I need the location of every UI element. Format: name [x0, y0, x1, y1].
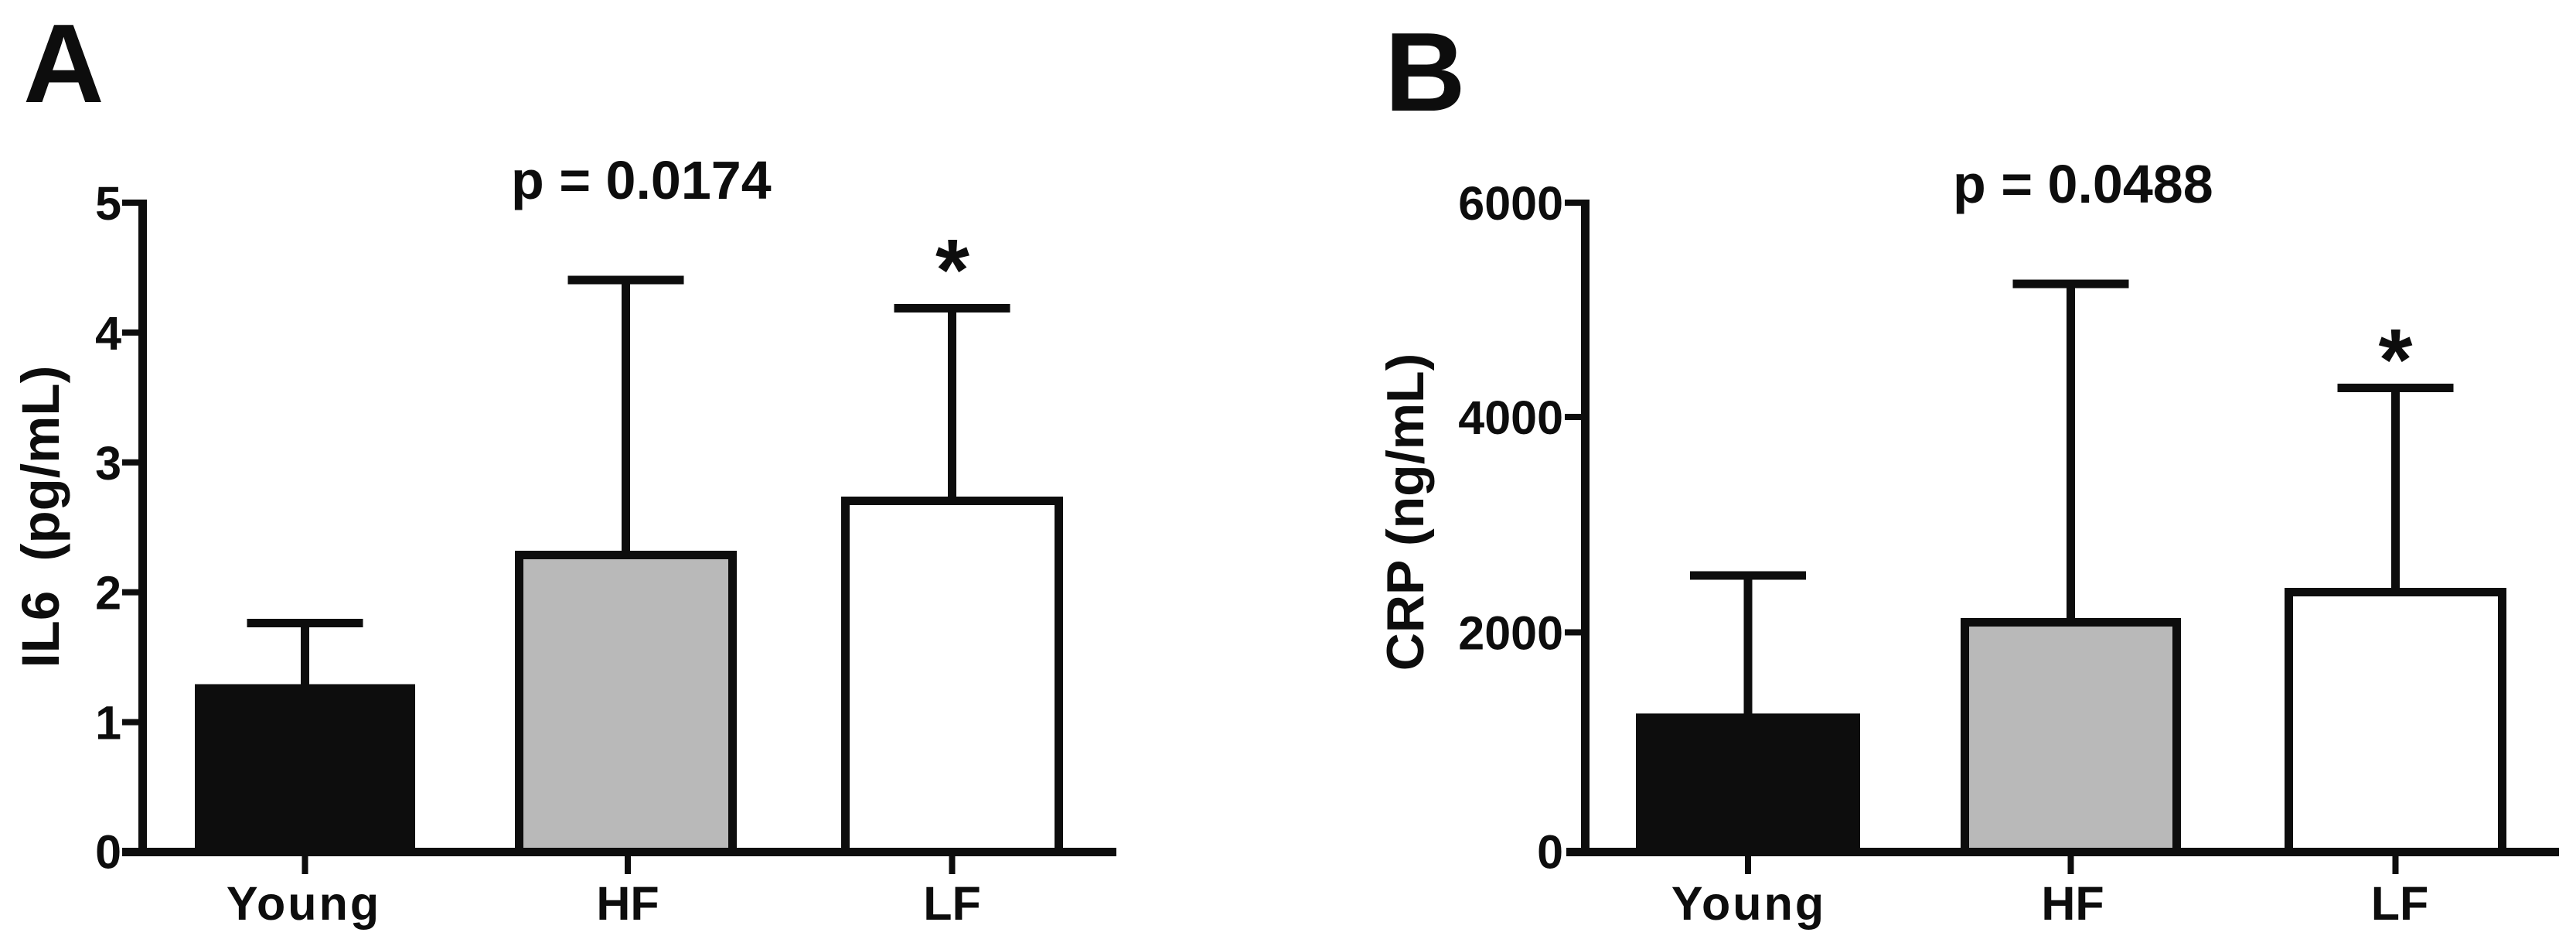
svg-text:4: 4: [95, 307, 121, 360]
svg-text:LF: LF: [2371, 877, 2429, 930]
svg-text:Young: Young: [227, 877, 381, 930]
svg-text:1: 1: [95, 697, 121, 750]
svg-text:0: 0: [95, 826, 121, 879]
svg-text:HF: HF: [596, 877, 659, 930]
svg-text:6000: 6000: [1458, 177, 1563, 230]
svg-text:2000: 2000: [1458, 607, 1563, 660]
svg-text:Young: Young: [1671, 877, 1826, 930]
svg-text:IL6 (pg/mL): IL6 (pg/mL): [11, 366, 70, 668]
svg-text:0: 0: [1537, 826, 1563, 879]
svg-text:p = 0.0174: p = 0.0174: [511, 150, 772, 210]
svg-text:p = 0.0488: p = 0.0488: [1953, 154, 2213, 214]
svg-text:3: 3: [95, 437, 121, 490]
svg-text:2: 2: [95, 567, 121, 620]
svg-text:B: B: [1385, 9, 1466, 135]
svg-text:5: 5: [95, 177, 121, 230]
svg-text:A: A: [23, 1, 104, 126]
svg-text:4000: 4000: [1458, 391, 1563, 444]
svg-text:LF: LF: [923, 877, 981, 930]
svg-text:*: *: [2379, 311, 2413, 408]
svg-text:CRP (ng/mL): CRP (ng/mL): [1376, 353, 1435, 671]
svg-text:*: *: [935, 221, 969, 319]
svg-text:HF: HF: [2041, 877, 2104, 930]
